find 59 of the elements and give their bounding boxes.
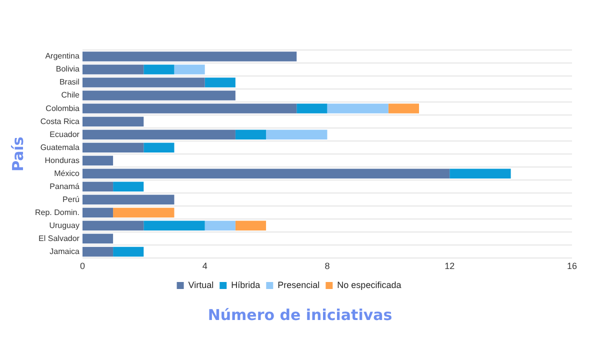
bar bbox=[82, 90, 236, 100]
y-tick-label: Argentina bbox=[45, 52, 80, 61]
bar bbox=[82, 116, 144, 126]
y-tick-label: Chile bbox=[61, 90, 80, 100]
x-tick-label: 16 bbox=[566, 261, 578, 272]
y-tick-label: Rep. Domin. bbox=[34, 208, 80, 217]
bar bbox=[82, 130, 236, 140]
bar bbox=[174, 64, 205, 74]
legend-label: Híbrida bbox=[231, 280, 260, 290]
bar bbox=[327, 104, 388, 114]
y-tick-label: Honduras bbox=[44, 156, 80, 165]
bar bbox=[82, 78, 205, 88]
bar bbox=[144, 220, 205, 231]
bar bbox=[144, 64, 174, 74]
y-tick-label: Perú bbox=[62, 194, 80, 204]
y-tick-label: Panamá bbox=[50, 182, 80, 191]
bar bbox=[82, 234, 114, 244]
bar bbox=[204, 78, 236, 88]
y-tick-label: Jamaica bbox=[50, 246, 80, 256]
bar bbox=[235, 130, 266, 140]
bar bbox=[82, 64, 144, 74]
bar bbox=[82, 194, 174, 205]
y-tick-label: El Salvador bbox=[38, 234, 80, 243]
legend-label: No especificada bbox=[337, 280, 402, 290]
x-tick-label: 0 bbox=[80, 261, 85, 272]
bar bbox=[450, 168, 511, 178]
x-tick-label: 12 bbox=[444, 261, 455, 272]
x-axis-title: Número de iniciativas bbox=[206, 306, 394, 324]
bar bbox=[82, 104, 297, 114]
bar bbox=[113, 246, 144, 257]
bar bbox=[82, 246, 114, 257]
y-tick-label: Costa Rica bbox=[40, 116, 80, 126]
bar bbox=[82, 168, 450, 178]
bar bbox=[235, 220, 266, 231]
y-tick-label: Bolivia bbox=[56, 64, 80, 74]
bar bbox=[82, 156, 114, 166]
x-tick-label: 4 bbox=[202, 261, 208, 272]
legend-label: Presencial bbox=[278, 280, 320, 290]
legend-label: Virtual bbox=[188, 280, 214, 290]
bar bbox=[266, 130, 328, 140]
bar bbox=[82, 208, 114, 218]
bar bbox=[82, 52, 297, 62]
y-tick-label: Brasil bbox=[59, 78, 80, 87]
y-tick-label: Ecuador bbox=[50, 130, 80, 139]
bar bbox=[204, 220, 236, 231]
bar bbox=[144, 142, 174, 152]
y-tick-label: Colombia bbox=[46, 104, 80, 113]
y-tick-label: México bbox=[54, 168, 80, 178]
bar bbox=[113, 182, 144, 192]
y-axis-title: País bbox=[8, 136, 27, 172]
bar bbox=[82, 182, 114, 192]
bar bbox=[296, 104, 328, 114]
bar bbox=[388, 104, 420, 114]
bar bbox=[82, 220, 144, 231]
bar bbox=[113, 208, 174, 218]
x-tick-label: 8 bbox=[324, 261, 330, 272]
y-tick-label: Guatemala bbox=[40, 142, 80, 152]
bar bbox=[82, 142, 144, 152]
y-tick-label: Uruguay bbox=[49, 220, 80, 230]
